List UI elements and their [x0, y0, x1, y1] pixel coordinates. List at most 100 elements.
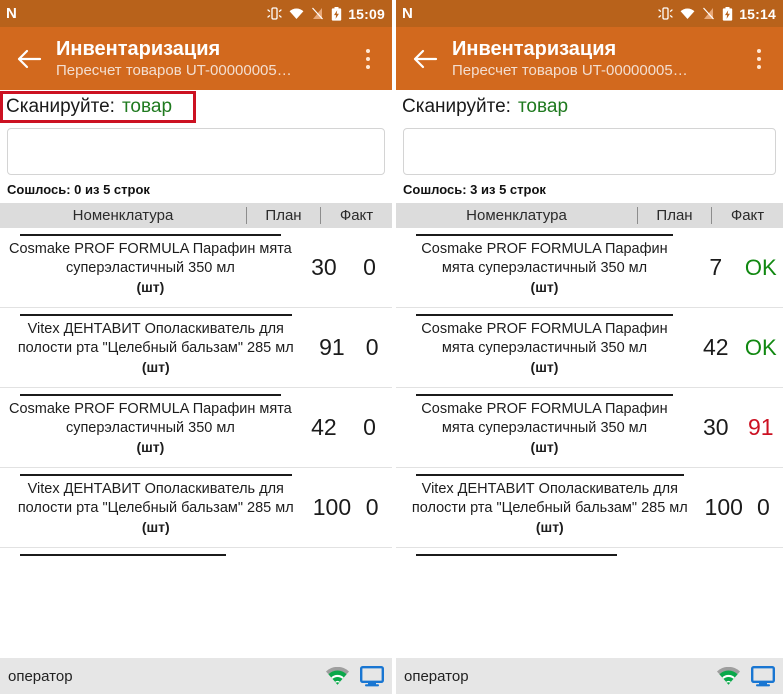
table-row[interactable]: Vitex ДЕНТАВИТ Ополаскиватель для полост…	[0, 468, 392, 548]
column-header-fact: Факт	[711, 207, 783, 224]
item-unit: (шт)	[136, 279, 165, 295]
monitor-icon[interactable]	[360, 665, 384, 687]
item-name: Vitex ДЕНТАВИТ Ополаскиватель для полост…	[411, 481, 688, 516]
cell-fact: 0	[365, 494, 379, 520]
row-rule	[416, 394, 673, 396]
item-name: Vitex ДЕНТАВИТ Ополаскиватель для полост…	[17, 481, 294, 516]
current-user-label: оператор	[8, 667, 73, 685]
cell-nomenclature: Vitex ДЕНТАВИТ Ополаскиватель для полост…	[396, 468, 704, 547]
item-name: Cosmake PROF FORMULA Парафин мята суперэ…	[421, 401, 668, 436]
back-arrow-icon[interactable]	[12, 48, 46, 70]
cell-plan: 30	[702, 414, 729, 440]
android-n-logo-icon: N	[402, 5, 413, 22]
barcode-input-wrapper	[0, 124, 392, 175]
item-name: Cosmake PROF FORMULA Парафин мята суперэ…	[9, 401, 292, 436]
vibrate-icon	[658, 7, 673, 20]
cell-plan	[246, 548, 320, 560]
barcode-input[interactable]	[403, 128, 776, 175]
battery-charging-icon	[331, 6, 342, 21]
table-row[interactable]: Cosmake PROF FORMULA Парафин мята суперэ…	[396, 228, 783, 308]
panel-divider	[392, 0, 396, 694]
table-row[interactable]: Cosmake PROF FORMULA Парафин мята суперэ…	[0, 388, 392, 468]
cell-fact: OK	[744, 254, 777, 280]
bottom-status-bar: оператор	[396, 658, 783, 694]
item-unit: (шт)	[535, 519, 564, 535]
scan-prompt-value: товар	[121, 96, 173, 117]
cell-nomenclature	[396, 548, 637, 560]
device-screen-left: N	[0, 0, 392, 694]
inventory-table-body[interactable]: Cosmake PROF FORMULA Парафин мята суперэ…	[0, 228, 392, 658]
item-unit: (шт)	[141, 519, 170, 535]
wifi-icon	[680, 8, 695, 20]
overflow-menu-icon[interactable]	[354, 48, 382, 69]
row-rule	[416, 314, 673, 316]
page-subtitle: Пересчет товаров UT-00000005…	[56, 61, 292, 79]
barcode-input[interactable]	[7, 128, 385, 175]
item-unit: (шт)	[530, 279, 559, 295]
row-rule	[416, 234, 673, 236]
column-header-plan: План	[637, 207, 711, 224]
column-header-fact: Факт	[320, 207, 392, 224]
page-title: Инвентаризация	[56, 37, 221, 60]
table-row[interactable]: Vitex ДЕНТАВИТ Ополаскиватель для полост…	[396, 468, 783, 548]
no-sim-icon	[702, 7, 715, 20]
item-name: Cosmake PROF FORMULA Парафин мята суперэ…	[421, 241, 668, 276]
table-header-row: Номенклатура План Факт	[0, 203, 392, 228]
cell-plan: 100	[704, 494, 743, 520]
item-unit: (шт)	[136, 439, 165, 455]
battery-charging-icon	[722, 6, 733, 21]
column-header-plan: План	[246, 207, 320, 224]
app-toolbar: Инвентаризация Пересчет товаров UT-00000…	[396, 27, 783, 90]
row-rule	[20, 394, 281, 396]
table-row[interactable]: Cosmake PROF FORMULA Парафин мята суперэ…	[0, 228, 392, 308]
status-bar-icon-group	[658, 6, 733, 21]
cell-fact: 0	[757, 494, 770, 520]
cell-plan	[637, 548, 711, 560]
scan-prompt-label: Сканируйте:	[6, 96, 115, 117]
back-arrow-icon[interactable]	[408, 48, 442, 70]
inventory-table-body[interactable]: Cosmake PROF FORMULA Парафин мята суперэ…	[396, 228, 783, 658]
row-rule	[20, 314, 292, 316]
item-unit: (шт)	[530, 439, 559, 455]
wifi-icon	[289, 8, 304, 20]
cell-fact: 0	[365, 334, 379, 360]
android-status-bar: N	[396, 0, 783, 27]
table-header-row: Номенклатура План Факт	[396, 203, 783, 228]
cell-nomenclature: Cosmake PROF FORMULA Парафин мята суперэ…	[396, 228, 693, 307]
cell-plan: 42	[702, 334, 729, 360]
barcode-input-wrapper	[396, 124, 783, 175]
match-counter-label: Сошлось: 3 из 5 строк	[396, 175, 783, 203]
no-sim-icon	[311, 7, 324, 20]
overflow-menu-icon[interactable]	[745, 48, 773, 69]
table-row[interactable]: Cosmake PROF FORMULA Парафин мята суперэ…	[396, 388, 783, 468]
cell-plan: 7	[709, 254, 723, 280]
item-unit: (шт)	[141, 359, 170, 375]
scan-prompt-label: Сканируйте:	[402, 96, 511, 117]
table-row[interactable]: Cosmake PROF FORMULA Парафин мята суперэ…	[396, 308, 783, 388]
cell-fact	[711, 548, 783, 560]
current-user-label: оператор	[404, 667, 469, 685]
bottom-status-bar: оператор	[0, 658, 392, 694]
cell-fact: 0	[363, 414, 376, 440]
scan-prompt-value: товар	[517, 96, 569, 117]
scan-prompt-row: Сканируйте: товар	[0, 90, 392, 124]
table-row[interactable]	[0, 548, 392, 560]
row-rule	[20, 554, 226, 556]
status-bar-clock: 15:14	[739, 5, 776, 22]
cell-nomenclature: Cosmake PROF FORMULA Парафин мята суперэ…	[396, 388, 693, 467]
page-subtitle: Пересчет товаров UT-00000005…	[452, 61, 688, 79]
monitor-icon[interactable]	[751, 665, 775, 687]
wifi-icon[interactable]	[716, 666, 741, 686]
table-row[interactable]: Vitex ДЕНТАВИТ Ополаскиватель для полост…	[0, 308, 392, 388]
row-rule	[20, 234, 281, 236]
item-name: Cosmake PROF FORMULA Парафин мята суперэ…	[9, 241, 292, 276]
row-rule	[20, 474, 292, 476]
cell-nomenclature	[0, 548, 246, 560]
page-title: Инвентаризация	[452, 37, 617, 60]
table-row[interactable]	[396, 548, 783, 560]
cell-nomenclature: Cosmake PROF FORMULA Парафин мята суперэ…	[0, 228, 301, 307]
column-header-name: Номенклатура	[466, 207, 567, 224]
wifi-icon[interactable]	[325, 666, 350, 686]
cell-plan: 91	[319, 334, 345, 360]
android-n-logo-icon: N	[6, 5, 17, 22]
